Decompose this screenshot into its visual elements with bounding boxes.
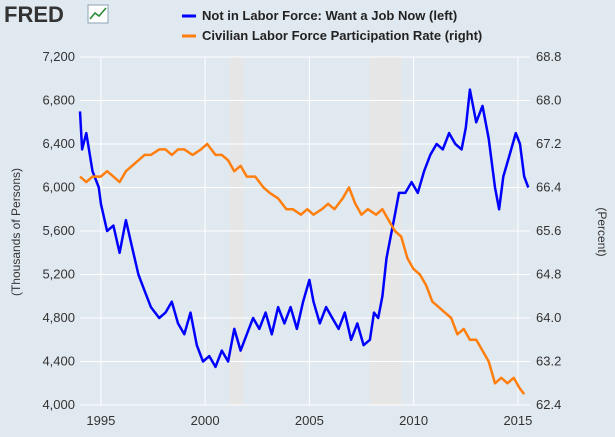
- y-right-tick-label: 66.4: [536, 180, 561, 195]
- y-left-tick-label: 4,400: [42, 354, 75, 369]
- y-axis-left-title: (Thousands of Persons): [9, 168, 23, 296]
- x-tick-label: 2010: [399, 413, 428, 428]
- tick-labels: 4,000 62.4 4,400 63.2 4,800 64.0 5,200 64.8 5,60…: [42, 49, 561, 428]
- x-tick-label: 1995: [86, 413, 115, 428]
- y-left-tick-label: 7,200: [42, 49, 75, 64]
- y-right-tick-label: 62.4: [536, 397, 561, 412]
- y-right-tick-label: 63.2: [536, 354, 561, 369]
- y-left-tick-label: 4,000: [42, 397, 75, 412]
- y-left-tick-label: 4,800: [42, 310, 75, 325]
- line-chart-icon: [87, 4, 109, 24]
- y-right-tick-label: 67.2: [536, 136, 561, 151]
- y-left-tick-label: 5,200: [42, 267, 75, 282]
- fred-logo: FRED: [4, 2, 64, 27]
- y-left-tick-label: 5,600: [42, 223, 75, 238]
- y-left-tick-label: 6,800: [42, 93, 75, 108]
- logo: FRED: [4, 2, 109, 27]
- series-line-participation-rate: [79, 142, 526, 395]
- legend-label-right: Civilian Labor Force Participation Rate …: [202, 28, 482, 43]
- x-tick-label: 2005: [295, 413, 324, 428]
- y-left-tick-label: 6,400: [42, 136, 75, 151]
- y-right-tick-label: 64.8: [536, 267, 561, 282]
- legend-label-left: Not in Labor Force: Want a Job Now (left…: [202, 8, 457, 23]
- x-tick-label: 2000: [191, 413, 220, 428]
- y-right-tick-label: 68.8: [536, 49, 561, 64]
- legend: Not in Labor Force: Want a Job Now (left…: [182, 8, 482, 43]
- y-left-tick-label: 6,000: [42, 180, 75, 195]
- y-right-tick-label: 65.6: [536, 223, 561, 238]
- y-right-tick-label: 68.0: [536, 93, 561, 108]
- y-axis-right-title: (Percent): [595, 207, 609, 256]
- gridlines: [80, 56, 530, 406]
- series-line-want-a-job: [78, 88, 530, 369]
- series-lines: [78, 88, 530, 395]
- x-tick-label: 2015: [503, 413, 532, 428]
- y-right-tick-label: 64.0: [536, 310, 561, 325]
